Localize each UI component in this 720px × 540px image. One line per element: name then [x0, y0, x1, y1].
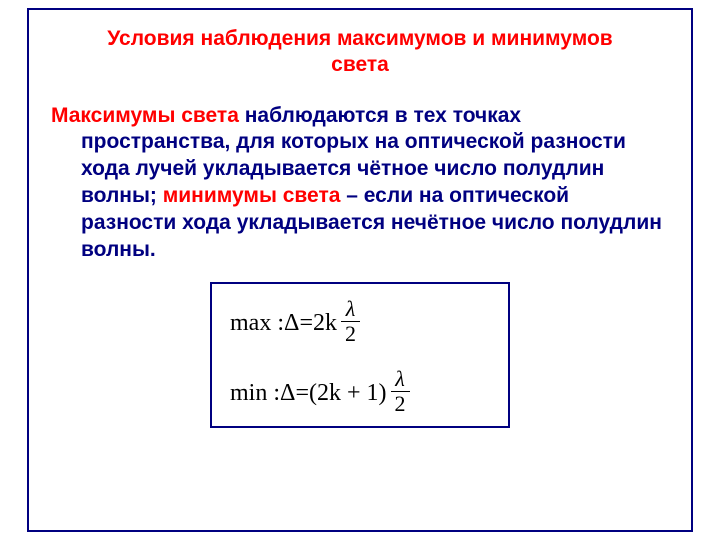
minima-label: минимумы света	[163, 184, 341, 207]
max-eq: =	[299, 310, 313, 337]
min-prefix: min :	[230, 380, 280, 407]
formula-min: min : Δ = (2k + 1) λ 2	[230, 372, 410, 416]
min-fraction: λ 2	[391, 368, 410, 415]
slide-title: Условия наблюдения максимумов и минимумо…	[51, 26, 669, 79]
body-paragraph: Максимумы света наблюдаются в тех точках…	[51, 103, 669, 264]
min-coef: (2k + 1)	[309, 380, 387, 407]
title-line-1: Условия наблюдения максимумов и минимумо…	[107, 27, 612, 50]
title-line-2: света	[331, 53, 389, 76]
formula-box: max : Δ = 2k λ 2 min : Δ = (2k + 1) λ 2	[210, 282, 510, 428]
min-frac-num: λ	[391, 368, 409, 391]
maxima-label: Максимумы света	[51, 104, 239, 127]
max-coef: 2k	[313, 310, 337, 337]
slide-frame: Условия наблюдения максимумов и минимумо…	[27, 8, 693, 532]
max-frac-num: λ	[342, 298, 360, 321]
max-delta: Δ	[284, 310, 299, 337]
max-fraction: λ 2	[341, 298, 360, 345]
max-frac-den: 2	[341, 321, 360, 345]
min-eq: =	[295, 380, 309, 407]
min-delta: Δ	[280, 380, 295, 407]
max-prefix: max :	[230, 310, 284, 337]
min-frac-den: 2	[391, 391, 410, 415]
formula-max: max : Δ = 2k λ 2	[230, 302, 360, 346]
